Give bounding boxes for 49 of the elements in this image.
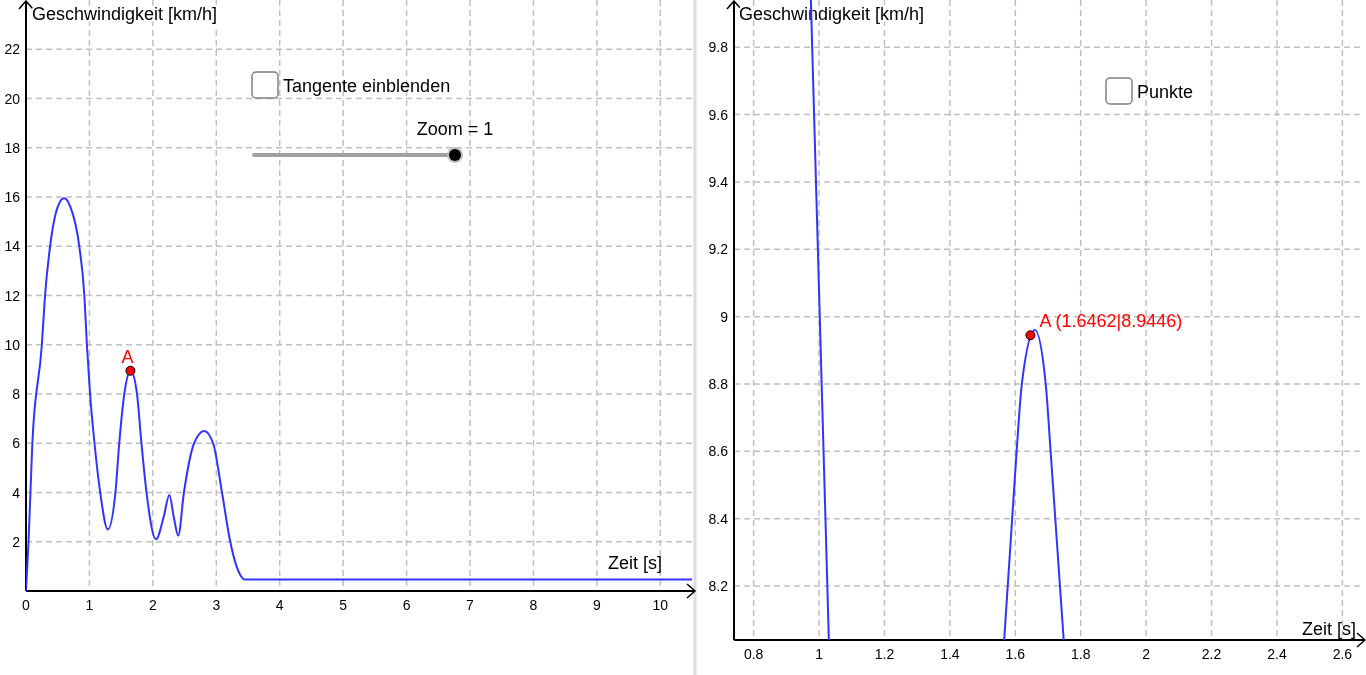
x-tick-label: 2 xyxy=(1142,646,1151,662)
y-tick-label: 2 xyxy=(12,533,21,550)
x-tick-label: 1 xyxy=(85,597,94,613)
y-tick-label: 8.6 xyxy=(708,443,729,460)
annotation: A xyxy=(121,346,134,367)
y-tick-label: 9.8 xyxy=(708,39,729,56)
x-tick-label: 5 xyxy=(339,597,348,613)
y-tick-label: 8 xyxy=(12,386,21,402)
y-tick-label: 12 xyxy=(4,287,21,304)
y-tick-label: 22 xyxy=(4,41,21,58)
x-tick-label: 0 xyxy=(22,597,31,613)
annotation: Punkte xyxy=(1137,82,1194,102)
x-tick-label: 1.8 xyxy=(1070,646,1091,662)
y-tick-label: 9.2 xyxy=(708,241,729,258)
x-tick-label: 7 xyxy=(466,597,475,613)
x-axis-title: Zeit [s] xyxy=(1301,619,1356,639)
x-tick-label: 1.6 xyxy=(1005,646,1026,662)
x-tick-label: 8 xyxy=(529,597,538,613)
y-tick-label: 8.4 xyxy=(708,510,729,527)
x-tick-label: 1 xyxy=(815,646,824,662)
y-tick-label: 20 xyxy=(4,90,21,107)
x-axis-title: Zeit [s] xyxy=(607,553,662,573)
annotation: A (1.6462|8.9446) xyxy=(1039,311,1183,332)
x-tick-label: 0.8 xyxy=(743,646,764,662)
x-tick-label: 4 xyxy=(275,597,284,613)
y-tick-label: 9.6 xyxy=(708,106,729,123)
x-tick-label: 9 xyxy=(592,597,601,613)
x-tick-label: 2.4 xyxy=(1267,646,1287,662)
y-tick-label: 8.8 xyxy=(708,376,729,392)
y-tick-label: 14 xyxy=(4,238,21,255)
x-tick-label: 6 xyxy=(402,597,411,613)
x-tick-label: 1.2 xyxy=(874,646,895,662)
y-tick-label: 9 xyxy=(720,308,729,325)
y-axis-title: Geschwindigkeit [km/h] xyxy=(32,4,218,24)
x-tick-label: 10 xyxy=(652,597,669,613)
x-tick-label: 2.2 xyxy=(1201,646,1222,662)
y-tick-label: 16 xyxy=(4,189,21,205)
x-tick-label: 3 xyxy=(212,597,221,613)
x-tick-label: 1.4 xyxy=(940,646,960,662)
annotation: Zoom = 1 xyxy=(416,119,494,139)
y-tick-label: 9.4 xyxy=(708,173,729,190)
y-tick-label: 4 xyxy=(12,484,21,501)
annotation: Tangente einblenden xyxy=(283,76,451,96)
y-tick-label: 18 xyxy=(4,139,21,156)
y-tick-label: 8.2 xyxy=(708,578,729,595)
x-tick-label: 2 xyxy=(148,597,157,613)
x-tick-label: 2.6 xyxy=(1332,646,1353,662)
y-tick-label: 6 xyxy=(12,435,21,452)
y-tick-label: 10 xyxy=(4,336,21,353)
